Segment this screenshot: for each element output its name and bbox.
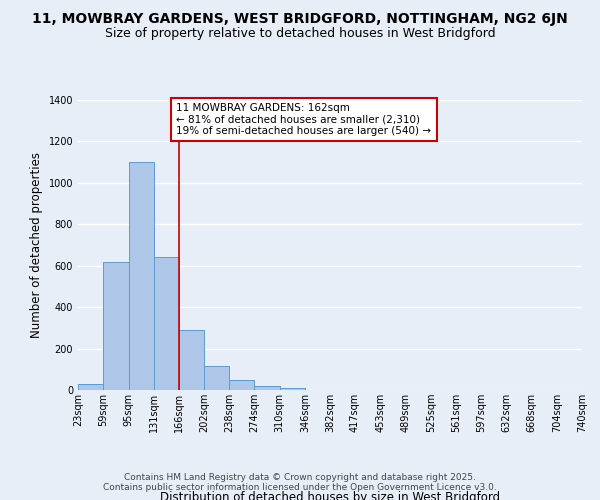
- Y-axis label: Number of detached properties: Number of detached properties: [30, 152, 43, 338]
- Bar: [128, 162, 154, 390]
- Bar: [103, 262, 128, 390]
- Bar: [280, 388, 305, 390]
- X-axis label: Distribution of detached houses by size in West Bridgford: Distribution of detached houses by size …: [160, 490, 500, 500]
- Text: Size of property relative to detached houses in West Bridgford: Size of property relative to detached ho…: [104, 28, 496, 40]
- Text: Contains HM Land Registry data © Crown copyright and database right 2025.
Contai: Contains HM Land Registry data © Crown c…: [103, 473, 497, 492]
- Bar: [204, 366, 229, 390]
- Text: 11, MOWBRAY GARDENS, WEST BRIDGFORD, NOTTINGHAM, NG2 6JN: 11, MOWBRAY GARDENS, WEST BRIDGFORD, NOT…: [32, 12, 568, 26]
- Bar: [154, 258, 179, 390]
- Bar: [179, 330, 204, 390]
- Bar: [229, 380, 254, 390]
- Bar: [254, 386, 280, 390]
- Bar: [78, 384, 103, 390]
- Text: 11 MOWBRAY GARDENS: 162sqm
← 81% of detached houses are smaller (2,310)
19% of s: 11 MOWBRAY GARDENS: 162sqm ← 81% of deta…: [176, 103, 431, 136]
